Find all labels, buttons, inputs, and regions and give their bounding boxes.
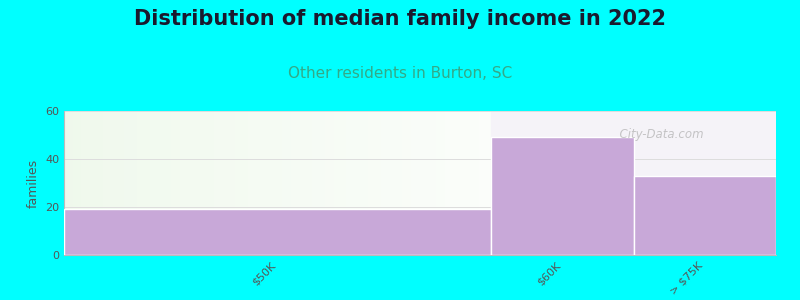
Y-axis label: families: families: [26, 158, 39, 208]
Text: Distribution of median family income in 2022: Distribution of median family income in …: [134, 9, 666, 29]
Text: City-Data.com: City-Data.com: [612, 128, 704, 141]
Bar: [491, 137, 634, 255]
Bar: [634, 176, 776, 255]
Text: Other residents in Burton, SC: Other residents in Burton, SC: [288, 66, 512, 81]
Bar: [64, 209, 491, 255]
Bar: [491, 111, 776, 255]
